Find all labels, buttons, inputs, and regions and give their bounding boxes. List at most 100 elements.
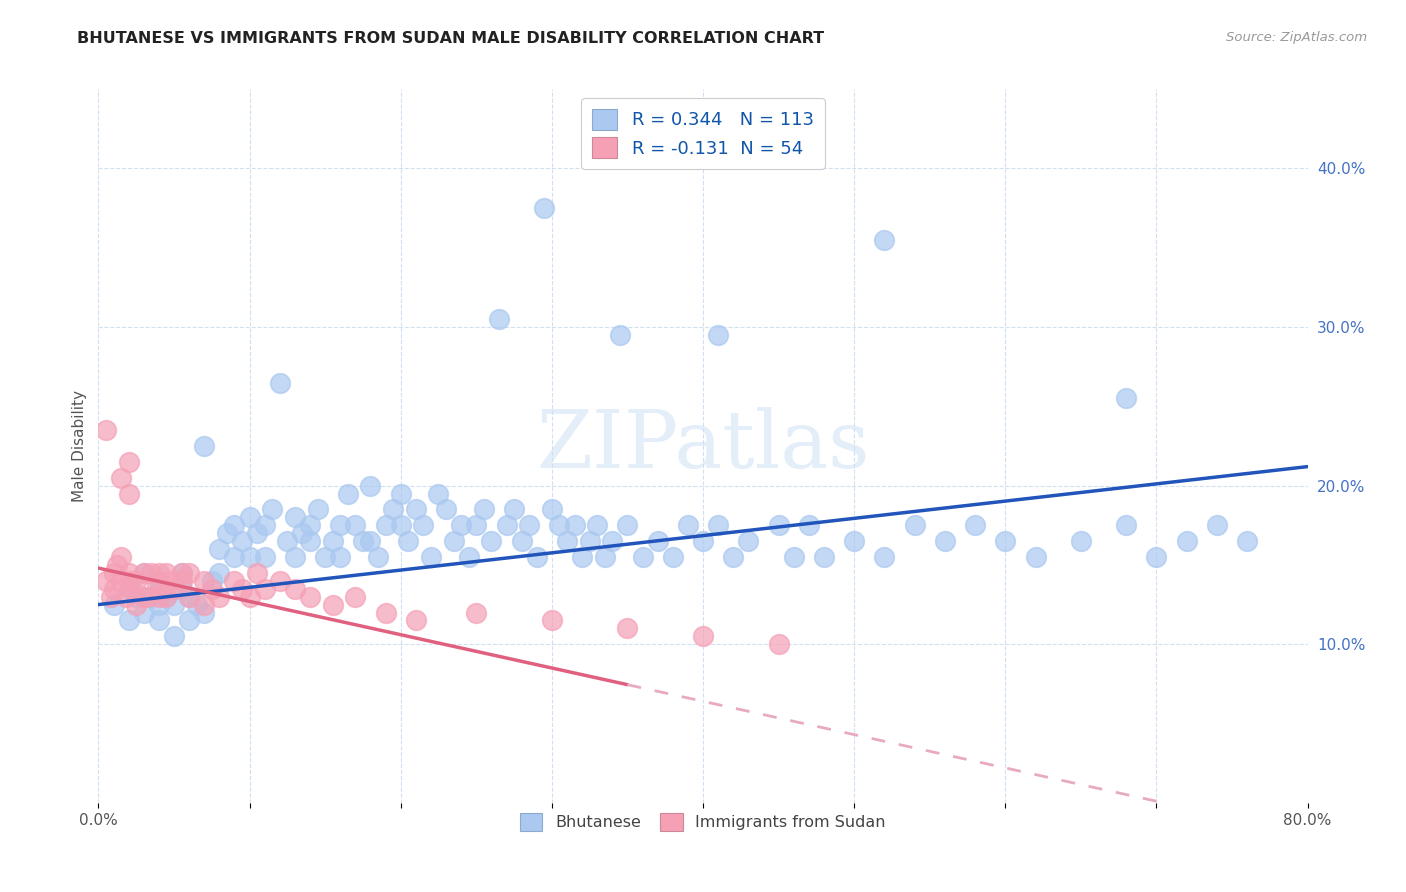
- Point: [201, 574, 224, 588]
- Point: [121, 582, 143, 596]
- Point: [118, 574, 141, 588]
- Point: [1236, 534, 1258, 549]
- Point: [193, 606, 215, 620]
- Point: [616, 621, 638, 635]
- Text: BHUTANESE VS IMMIGRANTS FROM SUDAN MALE DISABILITY CORRELATION CHART: BHUTANESE VS IMMIGRANTS FROM SUDAN MALE …: [77, 31, 824, 46]
- Point: [155, 590, 177, 604]
- Point: [307, 502, 329, 516]
- Point: [170, 566, 193, 580]
- Point: [94, 423, 117, 437]
- Point: [322, 534, 344, 549]
- Point: [586, 518, 609, 533]
- Point: [457, 549, 479, 564]
- Point: [329, 518, 352, 533]
- Point: [322, 598, 344, 612]
- Point: [676, 518, 699, 533]
- Point: [125, 598, 148, 612]
- Point: [239, 549, 262, 564]
- Point: [179, 614, 201, 628]
- Point: [141, 590, 163, 604]
- Point: [118, 455, 141, 469]
- Point: [389, 518, 412, 533]
- Point: [873, 549, 896, 564]
- Point: [707, 518, 730, 533]
- Point: [284, 510, 307, 524]
- Point: [692, 534, 714, 549]
- Point: [291, 526, 314, 541]
- Point: [797, 518, 820, 533]
- Point: [405, 502, 427, 516]
- Point: [593, 549, 616, 564]
- Point: [224, 574, 246, 588]
- Point: [1144, 549, 1167, 564]
- Point: [253, 582, 276, 596]
- Point: [141, 566, 163, 580]
- Point: [299, 534, 322, 549]
- Point: [609, 328, 631, 343]
- Point: [396, 534, 419, 549]
- Point: [336, 486, 359, 500]
- Point: [382, 502, 405, 516]
- Point: [201, 582, 224, 596]
- Point: [488, 312, 510, 326]
- Point: [132, 590, 155, 604]
- Point: [472, 502, 495, 516]
- Point: [103, 566, 125, 580]
- Point: [540, 502, 562, 516]
- Point: [299, 518, 322, 533]
- Point: [118, 614, 141, 628]
- Point: [100, 590, 122, 604]
- Point: [246, 526, 269, 541]
- Point: [367, 549, 389, 564]
- Point: [360, 534, 382, 549]
- Point: [1115, 392, 1137, 406]
- Point: [783, 549, 806, 564]
- Point: [434, 502, 457, 516]
- Point: [284, 582, 307, 596]
- Point: [360, 478, 382, 492]
- Y-axis label: Male Disability: Male Disability: [72, 390, 87, 502]
- Point: [148, 598, 170, 612]
- Point: [284, 549, 307, 564]
- Point: [224, 518, 246, 533]
- Text: ZIPatlas: ZIPatlas: [536, 407, 870, 485]
- Point: [148, 566, 170, 580]
- Point: [737, 534, 759, 549]
- Point: [231, 534, 253, 549]
- Point: [208, 590, 231, 604]
- Point: [873, 233, 896, 247]
- Point: [495, 518, 517, 533]
- Point: [344, 590, 367, 604]
- Point: [132, 566, 155, 580]
- Point: [179, 590, 201, 604]
- Point: [510, 534, 533, 549]
- Point: [329, 549, 352, 564]
- Point: [1115, 518, 1137, 533]
- Point: [571, 549, 593, 564]
- Point: [94, 574, 117, 588]
- Point: [163, 629, 186, 643]
- Point: [904, 518, 927, 533]
- Point: [239, 590, 262, 604]
- Point: [412, 518, 434, 533]
- Point: [135, 590, 157, 604]
- Point: [934, 534, 956, 549]
- Point: [132, 606, 155, 620]
- Point: [163, 582, 186, 596]
- Point: [193, 439, 215, 453]
- Point: [155, 566, 177, 580]
- Point: [110, 549, 132, 564]
- Point: [578, 534, 600, 549]
- Point: [103, 582, 125, 596]
- Point: [1206, 518, 1229, 533]
- Point: [103, 598, 125, 612]
- Point: [540, 614, 562, 628]
- Point: [170, 574, 193, 588]
- Point: [503, 502, 526, 516]
- Point: [239, 510, 262, 524]
- Point: [110, 574, 132, 588]
- Point: [215, 526, 238, 541]
- Point: [994, 534, 1017, 549]
- Point: [148, 590, 170, 604]
- Point: [269, 376, 291, 390]
